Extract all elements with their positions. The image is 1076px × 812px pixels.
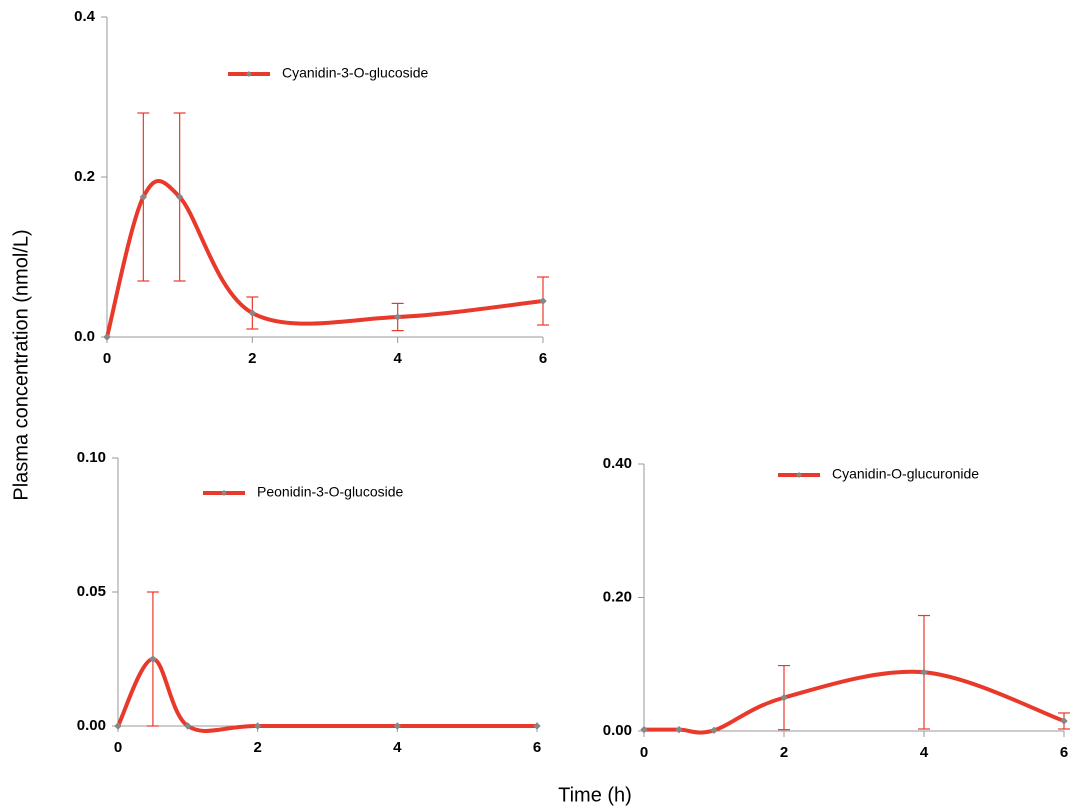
point-marker <box>114 722 122 730</box>
point-marker <box>539 297 547 305</box>
legend-label: Cyanidin-3-O-glucoside <box>282 65 429 81</box>
x-tick-label: 0 <box>640 744 648 761</box>
y-tick-label: 0.40 <box>603 455 632 472</box>
point-marker <box>393 722 402 730</box>
series-line <box>643 669 1065 735</box>
x-tick-label: 0 <box>114 739 122 756</box>
x-axis-title: Time (h) <box>558 784 632 806</box>
x-tick-label: 2 <box>248 350 256 367</box>
x-tick-label: 0 <box>103 350 111 367</box>
legend-marker <box>246 71 252 77</box>
y-tick-label: 0.00 <box>77 717 106 734</box>
point-marker <box>533 722 541 730</box>
point-marker <box>1060 717 1068 725</box>
x-tick-label: 6 <box>1060 744 1068 761</box>
y-tick-label: 0.10 <box>77 449 106 466</box>
y-tick-label: 0.4 <box>74 8 96 25</box>
x-tick-label: 4 <box>393 739 402 756</box>
y-tick-label: 0.05 <box>77 583 106 600</box>
point-marker <box>175 193 184 201</box>
legend-label: Peonidin-3-O-glucoside <box>257 484 404 500</box>
y-tick-label: 0.00 <box>603 722 632 739</box>
point-marker <box>149 655 157 663</box>
y-tick-label: 0.20 <box>603 588 632 605</box>
point-marker <box>710 726 718 735</box>
x-tick-label: 2 <box>780 744 788 761</box>
point-marker <box>675 725 683 734</box>
point-marker <box>184 722 192 730</box>
x-tick-label: 2 <box>253 739 261 756</box>
y-tick-label: 0.2 <box>74 168 95 185</box>
point-marker <box>139 193 148 201</box>
point-marker <box>393 313 402 321</box>
series-line <box>105 179 544 338</box>
x-tick-label: 6 <box>539 350 547 367</box>
y-axis-title: Plasma concentration (nmol/L) <box>10 229 32 500</box>
point-marker <box>103 333 111 341</box>
point-marker <box>253 722 262 730</box>
x-tick-label: 6 <box>533 739 541 756</box>
legend-label: Cyanidin-O-glucuronide <box>832 466 979 482</box>
x-tick-label: 4 <box>920 744 929 761</box>
legend-marker <box>221 490 227 496</box>
series-line <box>116 656 537 733</box>
x-tick-label: 4 <box>393 350 402 367</box>
y-tick-label: 0.0 <box>74 328 95 345</box>
point-marker <box>248 309 257 317</box>
point-marker <box>780 693 788 702</box>
legend-marker <box>796 472 802 478</box>
point-marker <box>640 725 648 734</box>
point-marker <box>920 668 928 676</box>
